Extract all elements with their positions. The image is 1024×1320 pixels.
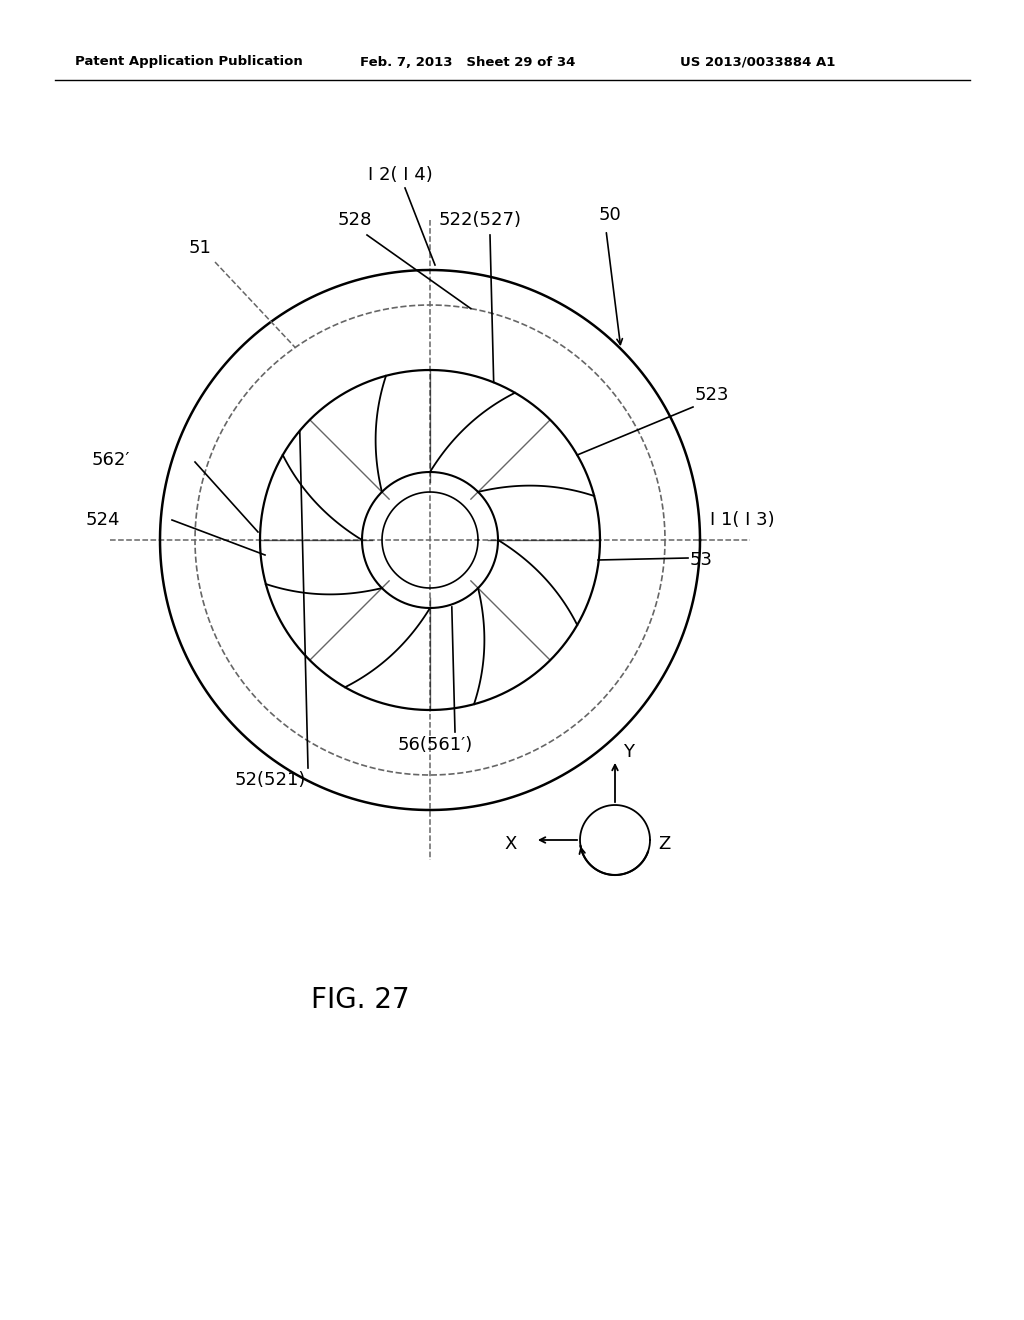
Text: 53: 53: [690, 550, 713, 569]
Text: 52(521): 52(521): [234, 771, 306, 789]
Text: I 2( I 4): I 2( I 4): [368, 166, 432, 183]
Text: Patent Application Publication: Patent Application Publication: [75, 55, 303, 69]
Text: X: X: [505, 836, 517, 853]
Text: I 1( I 3): I 1( I 3): [710, 511, 774, 529]
Text: Z: Z: [658, 836, 671, 853]
Text: 522(527): 522(527): [438, 211, 521, 228]
Text: Feb. 7, 2013   Sheet 29 of 34: Feb. 7, 2013 Sheet 29 of 34: [360, 55, 575, 69]
Text: 528: 528: [338, 211, 372, 228]
Text: 524: 524: [85, 511, 120, 529]
Text: 562′: 562′: [91, 451, 130, 469]
Text: 523: 523: [695, 385, 729, 404]
Text: 51: 51: [188, 239, 211, 257]
Text: US 2013/0033884 A1: US 2013/0033884 A1: [680, 55, 836, 69]
Text: 50: 50: [599, 206, 622, 224]
Text: 56(561′): 56(561′): [397, 737, 473, 754]
Text: FIG. 27: FIG. 27: [310, 986, 410, 1014]
Text: Y: Y: [623, 743, 634, 762]
